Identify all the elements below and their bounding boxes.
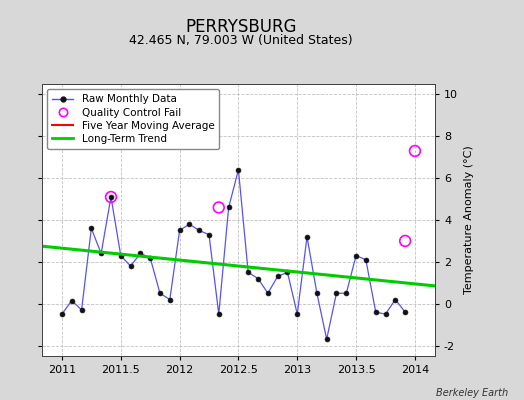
- Point: [411, 148, 419, 154]
- Text: PERRYSBURG: PERRYSBURG: [185, 18, 297, 36]
- Y-axis label: Temperature Anomaly (°C): Temperature Anomaly (°C): [464, 146, 474, 294]
- Point: [215, 204, 223, 211]
- Point: [107, 194, 115, 200]
- Text: Berkeley Earth: Berkeley Earth: [436, 388, 508, 398]
- Text: 42.465 N, 79.003 W (United States): 42.465 N, 79.003 W (United States): [129, 34, 353, 47]
- Point: [401, 238, 409, 244]
- Legend: Raw Monthly Data, Quality Control Fail, Five Year Moving Average, Long-Term Tren: Raw Monthly Data, Quality Control Fail, …: [47, 89, 220, 149]
